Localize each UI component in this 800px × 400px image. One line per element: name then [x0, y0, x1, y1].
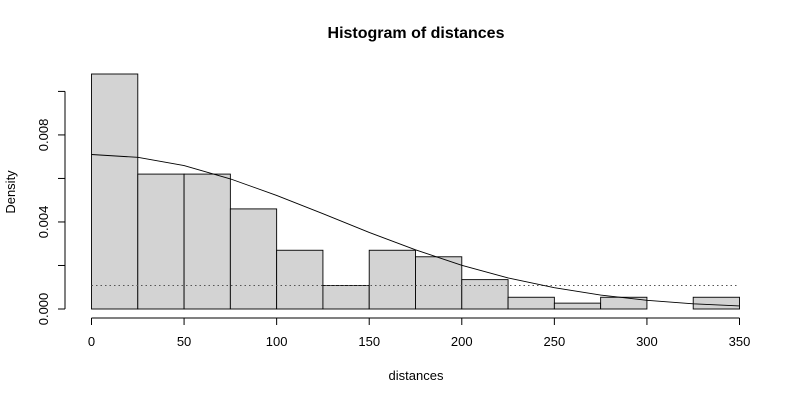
histogram-bar-10: [553, 302, 602, 310]
x-tick-label-3: 150: [358, 334, 380, 349]
x-tick-label-6: 300: [636, 334, 658, 349]
y-axis-label: Density: [3, 170, 18, 214]
x-tick-label-7: 350: [729, 334, 751, 349]
histogram-bar-4: [276, 249, 324, 310]
x-tick-label-2: 100: [266, 334, 288, 349]
x-tick-label-1: 50: [177, 334, 191, 349]
x-axis: 0 50 100 150 200 250 300 350: [88, 317, 751, 349]
histogram-bar-2: [183, 173, 231, 310]
histogram-bar-8: [461, 279, 509, 310]
x-tick-label-5: 250: [544, 334, 566, 349]
histogram-bar-1: [137, 173, 185, 310]
x-axis-label: distances: [389, 368, 444, 383]
x-tick-label-4: 200: [451, 334, 473, 349]
histogram-bar-6: [368, 249, 416, 310]
chart-title: Histogram of distances: [328, 25, 505, 42]
histogram-bar-3: [229, 208, 278, 310]
density-curve: [91, 154, 740, 307]
histogram-bar-9: [507, 296, 555, 310]
histogram-bar-13: [692, 296, 740, 310]
overlay-lines: [91, 154, 740, 307]
y-tick-label-4: 0.008: [36, 119, 51, 152]
histogram-bar-11: [600, 296, 648, 310]
histogram-bar-0: [91, 73, 139, 310]
x-tick-label-0: 0: [88, 334, 95, 349]
y-tick-label-2: 0.004: [36, 206, 51, 239]
y-tick-label-0: 0.000: [36, 293, 51, 326]
histogram-bars: [91, 73, 740, 310]
y-axis: 0.000 0.004 0.008: [36, 90, 66, 326]
histogram-bar-5: [322, 285, 370, 310]
histogram-bar-7: [415, 256, 463, 310]
